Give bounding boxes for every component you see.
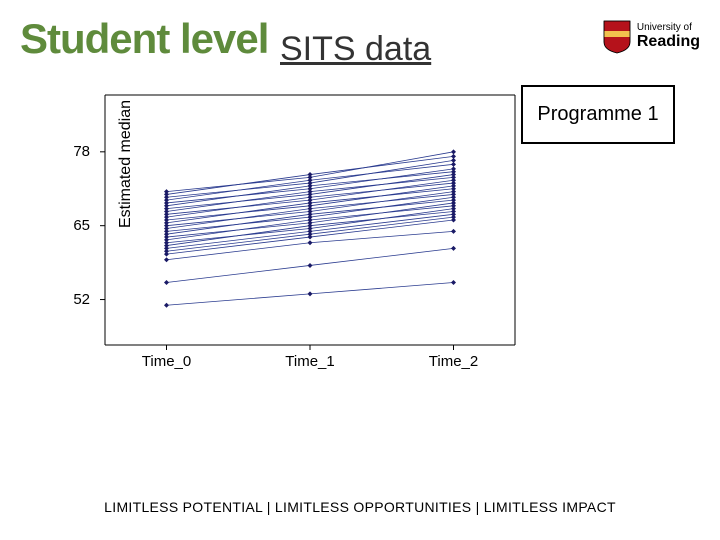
page-title: Student level <box>20 15 268 63</box>
x-tick-label: Time_2 <box>429 353 478 370</box>
logo-line2: Reading <box>637 34 700 51</box>
subtitle: SITS data <box>280 30 431 69</box>
y-tick-label: 52 <box>60 291 90 308</box>
footer-tagline: LIMITLESS POTENTIAL | LIMITLESS OPPORTUN… <box>0 499 720 515</box>
chart-svg <box>95 90 525 370</box>
callout-box: Programme 1 <box>521 85 675 144</box>
y-tick-label: 78 <box>60 143 90 160</box>
y-tick-label: 65 <box>60 217 90 234</box>
shield-icon <box>603 20 631 54</box>
x-tick-label: Time_1 <box>285 353 334 370</box>
slide: Student level SITS data University of Re… <box>0 0 720 540</box>
university-logo: University of Reading <box>603 20 700 54</box>
chart <box>95 90 525 370</box>
x-tick-label: Time_0 <box>142 353 191 370</box>
